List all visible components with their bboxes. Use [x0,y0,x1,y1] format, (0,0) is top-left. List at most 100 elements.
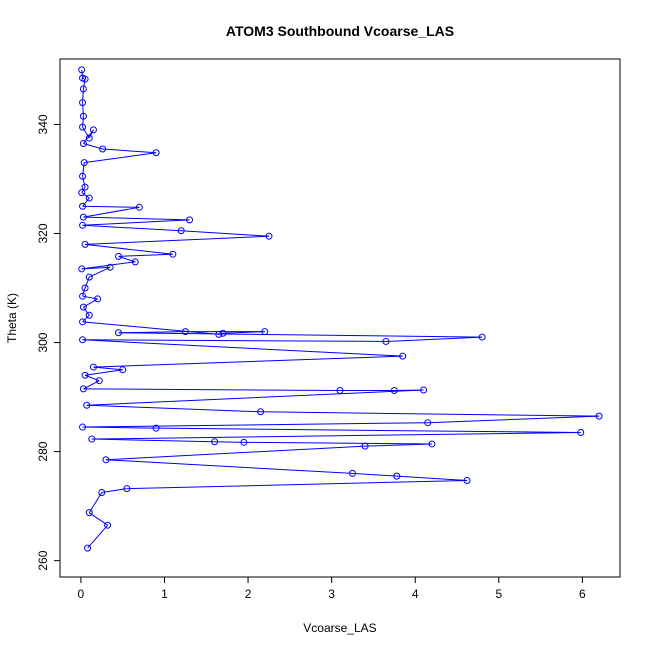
data-point [78,66,86,74]
data-point [89,363,97,371]
data-point [420,386,428,394]
series-lines [81,69,600,549]
data-point [265,232,273,240]
data-point [240,438,248,446]
series-line-segment [88,492,103,513]
data-point [78,189,86,197]
data-point [349,469,357,477]
x-tick-label: 0 [78,587,85,601]
data-point [79,213,87,221]
series-line-segment [385,336,483,342]
series-line-segment [84,152,157,164]
series-line-segment [105,459,353,474]
series-line-segment [89,266,111,278]
series-line-segment [82,314,90,323]
data-point [261,328,269,336]
series-line-segment [82,426,157,429]
series-line-segment [85,235,269,245]
x-tick-label: 2 [245,587,252,601]
data-point [211,438,219,446]
series-line-segment [86,389,424,406]
series-line-segment [91,432,581,440]
data-point [119,366,127,374]
data-point [382,337,390,345]
data-point [89,126,97,134]
data-point [131,258,139,266]
series-line-segment [87,524,109,549]
series-line-segment [83,388,341,392]
data-point [98,488,106,496]
data-point [79,123,87,131]
series-line-segment [427,415,600,424]
series-line-segment [81,266,111,270]
x-tick-label: 5 [495,587,502,601]
data-point [215,330,223,338]
data-point [79,303,87,311]
data-point [81,183,89,191]
y-tick-label: 300 [36,332,50,352]
data-point [79,112,87,120]
x-axis-label: Vcoarse_LAS [303,621,376,635]
data-point [85,194,93,202]
data-point [79,336,87,344]
y-tick-label: 340 [36,114,50,134]
x-tick-label: 4 [412,587,419,601]
series-line-segment [82,205,140,208]
x-tick-label: 1 [161,587,168,601]
data-point [80,159,88,167]
series-line-segment [85,243,173,255]
series-line-segment [214,441,244,443]
data-point [177,227,185,235]
data-point [81,284,89,292]
data-point [85,134,93,142]
data-point [79,423,87,431]
data-point [85,311,93,319]
series-line-segment [82,422,428,428]
series-points [78,66,603,552]
data-point [81,371,89,379]
data-point [79,99,87,107]
data-point [79,292,87,300]
series-line-segment [82,88,84,103]
series-line-segment [82,321,219,335]
series-line-segment [88,512,108,526]
series-line-segment [243,441,432,445]
chart-title: ATOM3 Southbound Vcoarse_LAS [226,23,454,39]
data-point [393,472,401,480]
data-point [428,440,436,448]
data-point [115,329,123,337]
series-line-segment [84,374,100,382]
series-line-segment [365,443,432,447]
data-point [79,172,87,180]
data-point [577,429,585,437]
data-point [81,75,89,83]
series-line-segment [102,148,157,154]
data-point [79,221,87,229]
series-line-segment [82,77,86,80]
data-point [79,85,87,93]
series-line-segment [91,438,215,443]
plot-frame [59,58,621,578]
data-point [219,329,227,337]
series-line-segment [101,488,127,493]
data-point [336,387,344,395]
series-line-segment [84,276,90,289]
data-point [181,328,189,336]
series-line-segment [82,162,85,177]
series-line-segment [118,253,173,257]
series-line-segment [82,339,386,342]
series-line-segment [82,176,86,188]
y-axis-label: Theta (K) [5,293,19,343]
data-point [78,265,86,273]
data-point [95,377,103,385]
y-tick-label: 320 [36,223,50,243]
data-point [94,295,102,303]
data-point [399,352,407,360]
series-line-segment [81,261,136,270]
series-line-segment [81,192,90,199]
series-line-segment [93,355,403,368]
data-point [478,333,486,341]
x-axis: 0 1 2 3 4 5 6 [78,577,586,601]
series-line-segment [82,197,90,207]
